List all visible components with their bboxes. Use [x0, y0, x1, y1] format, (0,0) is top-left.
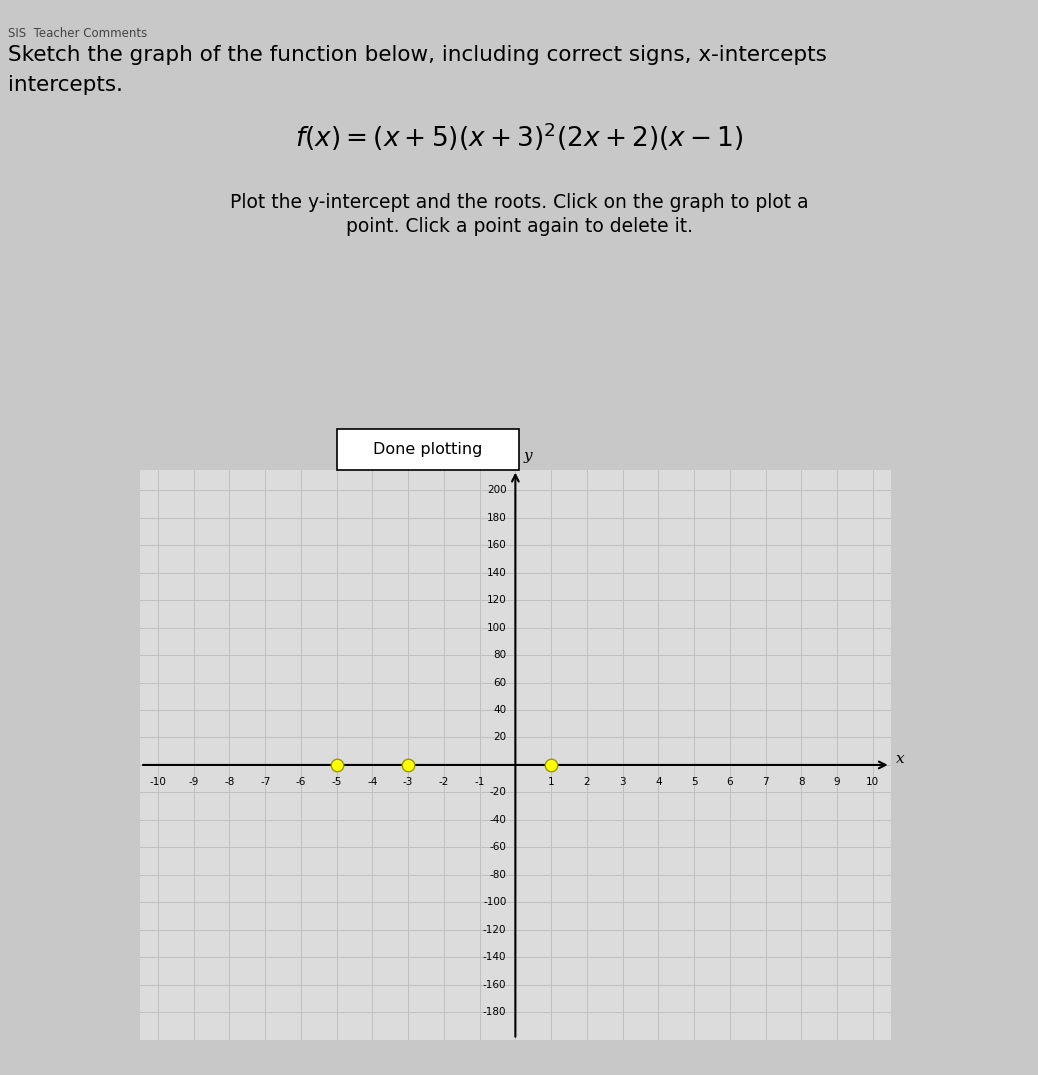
Text: 2: 2 [583, 777, 591, 787]
Text: 6: 6 [727, 777, 733, 787]
Text: point. Click a point again to delete it.: point. Click a point again to delete it. [346, 217, 692, 236]
Text: -80: -80 [490, 870, 507, 879]
Text: 5: 5 [690, 777, 698, 787]
Text: -180: -180 [483, 1007, 507, 1017]
Text: 60: 60 [493, 677, 507, 688]
Text: intercepts.: intercepts. [8, 75, 124, 96]
Text: 1: 1 [548, 777, 554, 787]
Text: -3: -3 [403, 777, 413, 787]
Text: $f(x) = (x+5)(x+3)^2(2x+2)(x-1)$: $f(x) = (x+5)(x+3)^2(2x+2)(x-1)$ [295, 120, 743, 153]
Text: -60: -60 [490, 843, 507, 852]
Text: 120: 120 [487, 596, 507, 605]
Text: 20: 20 [493, 732, 507, 743]
Text: -160: -160 [483, 979, 507, 990]
Text: 100: 100 [487, 622, 507, 633]
Text: x: x [896, 752, 904, 766]
Text: -9: -9 [189, 777, 199, 787]
Text: 140: 140 [487, 568, 507, 577]
Text: -4: -4 [367, 777, 378, 787]
Text: -2: -2 [439, 777, 449, 787]
Text: 8: 8 [798, 777, 804, 787]
Text: 40: 40 [493, 705, 507, 715]
Text: 3: 3 [620, 777, 626, 787]
Text: -1: -1 [474, 777, 485, 787]
Text: Done plotting: Done plotting [374, 442, 483, 457]
Text: 10: 10 [866, 777, 879, 787]
Text: 160: 160 [487, 541, 507, 550]
Text: 7: 7 [762, 777, 769, 787]
Text: -120: -120 [483, 924, 507, 934]
Text: SIS  Teacher Comments: SIS Teacher Comments [8, 27, 147, 40]
Text: -8: -8 [224, 777, 235, 787]
Text: -6: -6 [296, 777, 306, 787]
Text: 9: 9 [834, 777, 841, 787]
Text: -7: -7 [261, 777, 270, 787]
Text: 180: 180 [487, 513, 507, 522]
Text: -5: -5 [331, 777, 342, 787]
Text: -20: -20 [490, 787, 507, 798]
Text: 4: 4 [655, 777, 661, 787]
Text: Sketch the graph of the function below, including correct signs, x-intercepts: Sketch the graph of the function below, … [8, 45, 827, 66]
Text: -40: -40 [490, 815, 507, 825]
Text: -140: -140 [483, 952, 507, 962]
Text: 200: 200 [487, 486, 507, 496]
Text: -10: -10 [149, 777, 166, 787]
Text: y: y [523, 449, 532, 463]
Text: Plot the y-intercept and the roots. Click on the graph to plot a: Plot the y-intercept and the roots. Clic… [229, 194, 809, 213]
Text: 80: 80 [493, 650, 507, 660]
Text: -100: -100 [483, 898, 507, 907]
